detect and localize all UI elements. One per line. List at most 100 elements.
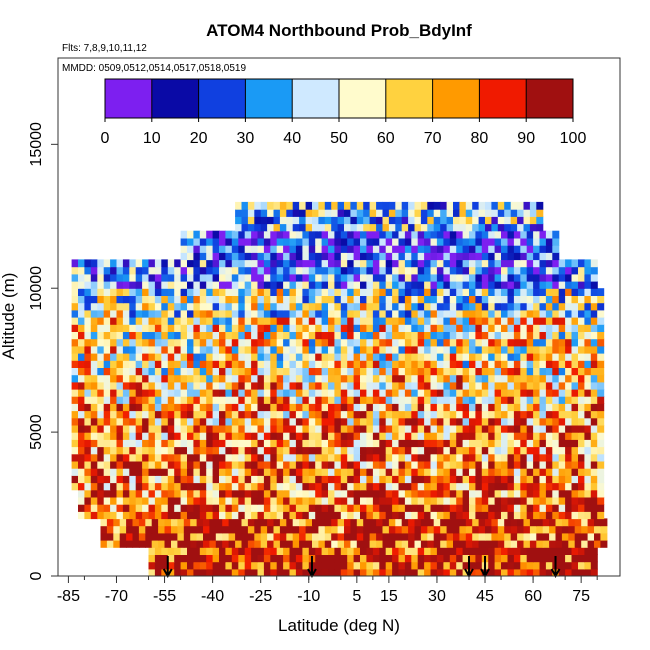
heatmap-cell <box>462 381 470 390</box>
heatmap-cell <box>251 496 259 505</box>
heatmap-cell <box>443 360 451 368</box>
heatmap-cell <box>520 547 528 555</box>
heatmap-cell <box>212 295 220 304</box>
heatmap-cell <box>129 468 137 476</box>
heatmap-cell <box>279 223 287 232</box>
heatmap-cell <box>430 381 438 390</box>
heatmap-cell <box>289 281 297 289</box>
heatmap-cell <box>366 237 374 246</box>
heatmap-cell <box>395 201 403 210</box>
heatmap-cell <box>219 309 226 318</box>
heatmap-cell <box>193 374 201 383</box>
heatmap-cell <box>71 360 79 368</box>
heatmap-cell <box>347 252 355 261</box>
heatmap-cell <box>590 396 598 404</box>
heatmap-cell <box>590 504 598 512</box>
heatmap-cell <box>321 230 329 239</box>
heatmap-cell <box>324 223 332 232</box>
heatmap-cell <box>187 388 194 397</box>
heatmap-cell <box>328 230 335 239</box>
heatmap-cell <box>597 511 605 520</box>
heatmap-cell <box>187 345 194 354</box>
heatmap-cell <box>97 446 105 455</box>
heatmap-cell <box>545 439 553 448</box>
heatmap-cell <box>388 540 396 548</box>
heatmap-cell <box>398 252 406 261</box>
heatmap-cell <box>90 302 98 311</box>
heatmap-cell <box>244 324 252 332</box>
heatmap-cell <box>587 540 595 548</box>
heatmap-cell <box>590 302 598 311</box>
heatmap-cell <box>578 302 585 311</box>
heatmap-cell <box>212 475 220 484</box>
heatmap-cell <box>363 223 371 232</box>
heatmap-cell <box>302 259 310 268</box>
heatmap-cell <box>199 446 207 455</box>
heatmap-cell <box>513 388 521 397</box>
heatmap-cell <box>142 453 150 462</box>
heatmap-cell <box>517 540 525 548</box>
heatmap-cell <box>536 223 544 232</box>
heatmap-cell <box>366 396 374 404</box>
heatmap-cell <box>180 309 188 318</box>
heatmap-cell <box>436 381 444 390</box>
heatmap-cell <box>427 201 435 210</box>
heatmap-cell <box>347 489 355 498</box>
heatmap-cell <box>481 381 489 390</box>
heatmap-cell <box>122 489 130 498</box>
heatmap-cell <box>462 374 470 383</box>
heatmap-cell <box>270 374 278 383</box>
heatmap-cell <box>161 496 169 505</box>
heatmap-cell <box>539 561 547 570</box>
heatmap-cell <box>398 489 406 498</box>
heatmap-cell <box>187 489 194 498</box>
heatmap-cell <box>430 432 438 440</box>
heatmap-cell <box>545 281 553 289</box>
heatmap-cell <box>251 446 259 455</box>
heatmap-cell <box>539 266 547 275</box>
heatmap-cell <box>501 446 508 455</box>
heatmap-cell <box>289 273 297 282</box>
heatmap-cell <box>273 201 281 210</box>
heatmap-cell <box>193 554 201 563</box>
heatmap-cell <box>135 331 143 340</box>
heatmap-cell <box>276 547 284 555</box>
heatmap-cell <box>103 489 111 498</box>
heatmap-cell <box>276 504 284 512</box>
heatmap-cell <box>251 460 259 469</box>
heatmap-cell <box>251 353 259 361</box>
heatmap-cell <box>597 324 605 332</box>
heatmap-cell <box>584 281 592 289</box>
heatmap-cell <box>594 525 601 534</box>
heatmap-cell <box>135 381 143 390</box>
heatmap-cell <box>289 381 297 390</box>
heatmap-cell <box>360 309 367 318</box>
heatmap-cell <box>578 288 585 296</box>
heatmap-cell <box>539 367 547 376</box>
heatmap-cell <box>513 439 521 448</box>
heatmap-cell <box>449 360 457 368</box>
heatmap-cell <box>238 489 246 498</box>
heatmap-cell <box>533 331 541 340</box>
heatmap-cell <box>90 360 98 368</box>
heatmap-cell <box>148 504 156 512</box>
heatmap-cell <box>366 388 374 397</box>
heatmap-cell <box>289 331 297 340</box>
heatmap-cell <box>552 353 560 361</box>
heatmap-cell <box>507 230 515 239</box>
heatmap-cell <box>295 446 303 455</box>
heatmap-cell <box>590 489 598 498</box>
heatmap-cell <box>254 209 262 217</box>
heatmap-cell <box>199 381 207 390</box>
heatmap-cell <box>302 511 310 520</box>
heatmap-cell <box>199 295 207 304</box>
heatmap-cell <box>353 468 361 476</box>
heatmap-cell <box>177 532 185 541</box>
heatmap-cell <box>302 309 310 318</box>
heatmap-cell <box>110 381 118 390</box>
heatmap-cell <box>334 504 342 512</box>
heatmap-cell <box>247 518 255 527</box>
heatmap-cell <box>225 324 233 332</box>
heatmap-cell <box>247 532 255 541</box>
heatmap-cell <box>308 424 316 433</box>
